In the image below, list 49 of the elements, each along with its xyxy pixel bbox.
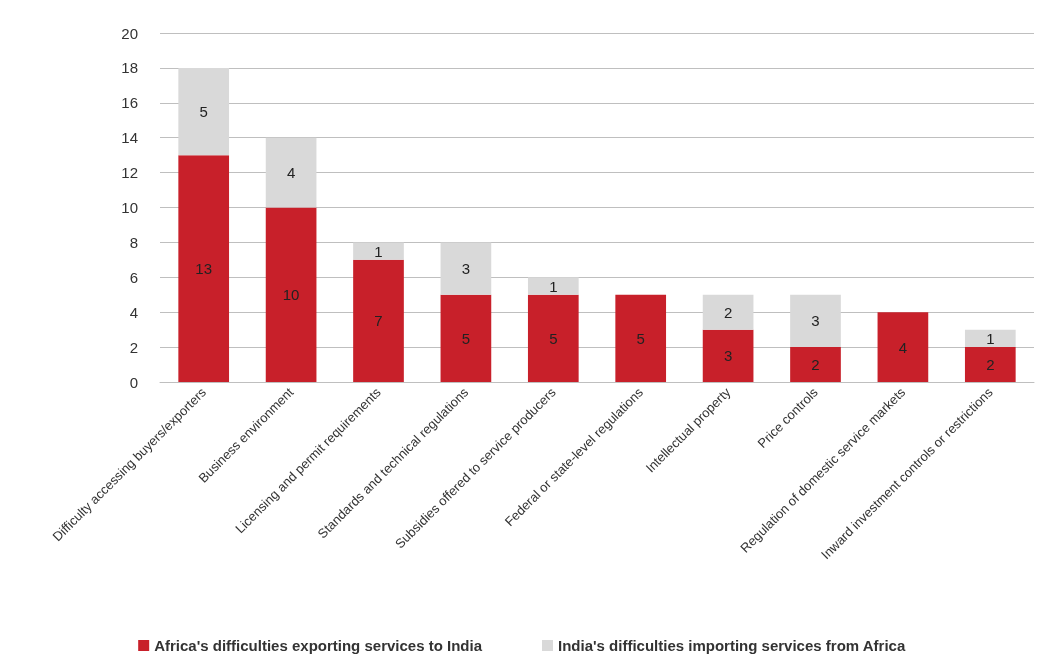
data-label: 5 [199, 103, 208, 121]
bar [964, 347, 1016, 382]
bar [790, 347, 841, 382]
data-label: 5 [461, 329, 471, 347]
y-tick-label: 20 [121, 24, 138, 42]
data-label: 1 [549, 277, 558, 295]
y-tick-label: 0 [129, 373, 138, 391]
bar [440, 242, 492, 295]
bar [702, 294, 754, 330]
data-label: 1 [986, 329, 995, 347]
bar [877, 312, 929, 382]
data-label: 4 [898, 338, 908, 356]
legend-label: India's difficulties importing services from Africa [558, 637, 906, 654]
y-tick-label: 4 [129, 303, 138, 321]
data-label: 7 [374, 312, 383, 330]
y-tick-label: 14 [121, 129, 138, 147]
data-label: 13 [195, 260, 213, 278]
data-label: 2 [723, 303, 733, 321]
bar [178, 155, 230, 382]
bar [353, 259, 404, 382]
data-label: 3 [811, 312, 820, 330]
data-label: 5 [636, 329, 645, 347]
y-tick-label: 10 [121, 199, 138, 216]
y-tick-label: 12 [121, 164, 138, 182]
y-tick-label: 2 [129, 338, 138, 356]
bar [790, 294, 841, 348]
bar [527, 277, 579, 295]
bar [353, 242, 404, 260]
bar [615, 294, 667, 382]
y-tick-label: 16 [121, 94, 138, 112]
legend-label: Africa's difficulties exporting services to India [154, 637, 483, 654]
data-label: 2 [986, 356, 995, 374]
data-label: 3 [723, 347, 733, 365]
bar [178, 67, 230, 156]
data-label: 5 [549, 329, 558, 347]
data-label: 1 [374, 242, 383, 260]
bar [265, 207, 317, 382]
y-tick-label: 18 [121, 59, 138, 77]
bar [265, 137, 317, 208]
y-tick-label: 8 [129, 233, 138, 251]
bar [440, 294, 492, 382]
bar [964, 329, 1016, 348]
data-label: 10 [282, 286, 300, 304]
data-label: 2 [811, 356, 820, 374]
data-label: 3 [461, 260, 471, 278]
bar [702, 329, 754, 382]
data-label: 4 [286, 164, 296, 182]
y-tick-label: 6 [129, 268, 138, 286]
bar [527, 294, 579, 382]
